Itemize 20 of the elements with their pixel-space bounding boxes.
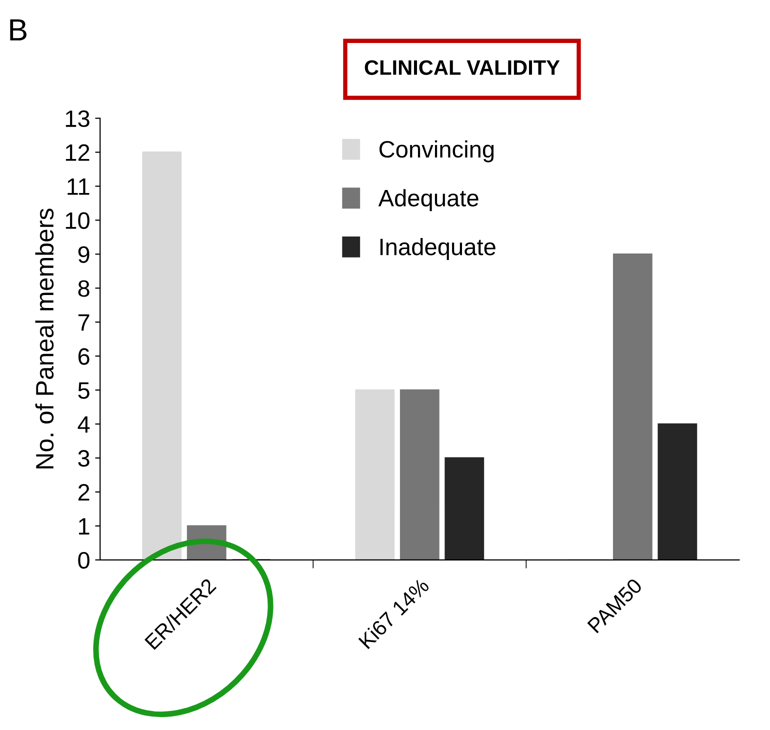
y-tick-label: 7: [78, 314, 90, 331]
y-tick-label: 12: [66, 144, 90, 161]
y-tick-label: 3: [78, 450, 90, 467]
y-tick-label: 8: [78, 280, 90, 297]
y-tick-label: 5: [78, 382, 90, 399]
legend-label: Inadequate: [380, 238, 496, 260]
y-tick-label: 1: [79, 518, 90, 534]
y-tick-label: 9: [78, 246, 90, 263]
y-tick-label: 4: [78, 416, 90, 433]
y-tick-label: 13: [66, 110, 90, 128]
legend-label: Convincing: [379, 140, 494, 162]
y-tick-label: 2: [78, 484, 90, 501]
y-axis-title: No. of Paneal members: [35, 208, 54, 468]
y-tick-label: 11: [68, 178, 90, 195]
chart-title: CLINICAL VALIDITY: [364, 60, 560, 75]
y-tick-label: 0: [78, 552, 90, 569]
legend-label: Adequate: [378, 189, 478, 212]
y-tick-label: 6: [78, 348, 90, 365]
y-tick-label: 10: [66, 212, 90, 229]
text: B: [10, 19, 26, 40]
